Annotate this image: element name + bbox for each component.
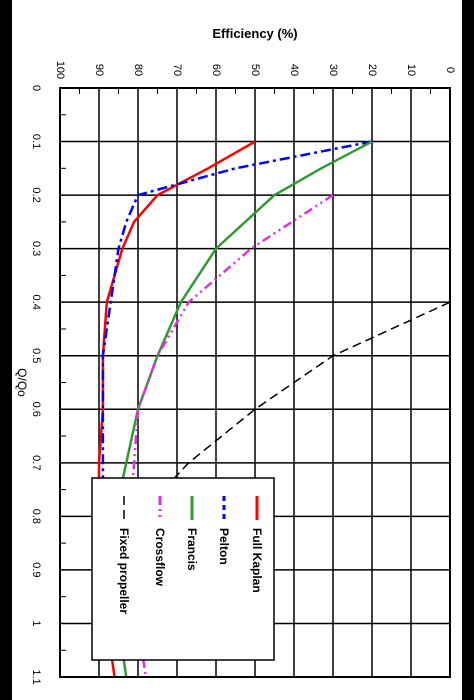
y-tick-label: 40 — [288, 64, 300, 76]
series-line-crossflow — [128, 194, 334, 678]
y-tick-label: 30 — [327, 64, 339, 76]
y-tick-label: 60 — [210, 64, 222, 76]
y-axis-label: Efficiency (%) — [212, 26, 297, 41]
x-tick-label: 0.4 — [30, 295, 42, 310]
y-tick-label: 10 — [405, 64, 417, 76]
legend-label: Francis — [185, 528, 199, 571]
y-tick-label: 70 — [171, 64, 183, 76]
x-tick-label: 0.6 — [30, 402, 42, 417]
y-tick-label: 20 — [366, 64, 378, 76]
y-tick-label: 80 — [132, 64, 144, 76]
legend: Full Kaplan Pelton Francis Crossflow Fixed p… — [91, 477, 275, 661]
legend-label: Fixed propeller — [117, 528, 131, 614]
efficiency-chart: 0 0.1 0.2 0.3 0.4 0.5 0.6 0.7 0.8 0.9 1 1.1 0 10 20 30 4… — [15, 26, 456, 685]
y-tick-label: 100 — [54, 61, 66, 79]
x-tick-label: 0.9 — [30, 562, 42, 577]
x-tick-label: 1.1 — [30, 669, 42, 684]
legend-label: Crossflow — [153, 528, 167, 587]
x-tick-label: 0 — [30, 85, 42, 91]
ticks-layer: 0 0.1 0.2 0.3 0.4 0.5 0.6 0.7 0.8 0.9 1 1.1 0 10 20 30 4… — [30, 61, 456, 685]
x-tick-label: 0.3 — [30, 241, 42, 256]
legend-label: Full Kaplan — [250, 528, 264, 593]
plot-border — [59, 87, 451, 678]
legend-label: Pelton — [217, 528, 231, 565]
y-tick-label: 90 — [93, 64, 105, 76]
y-tick-label: 0 — [444, 67, 456, 73]
y-tick-label: 50 — [249, 64, 261, 76]
x-tick-label: 0.7 — [30, 455, 42, 470]
x-tick-label: 0.2 — [30, 187, 42, 202]
chart-paper: 0 0.1 0.2 0.3 0.4 0.5 0.6 0.7 0.8 0.9 1 1.1 0 10 20 30 4… — [12, 0, 462, 700]
x-tick-label: 0.8 — [30, 509, 42, 524]
x-tick-label: 1 — [30, 620, 42, 626]
x-tick-label: 0.5 — [30, 348, 42, 363]
x-tick-label: 0.1 — [30, 134, 42, 149]
x-axis-label: Q/Qo — [15, 368, 29, 397]
legend-box — [91, 477, 275, 661]
